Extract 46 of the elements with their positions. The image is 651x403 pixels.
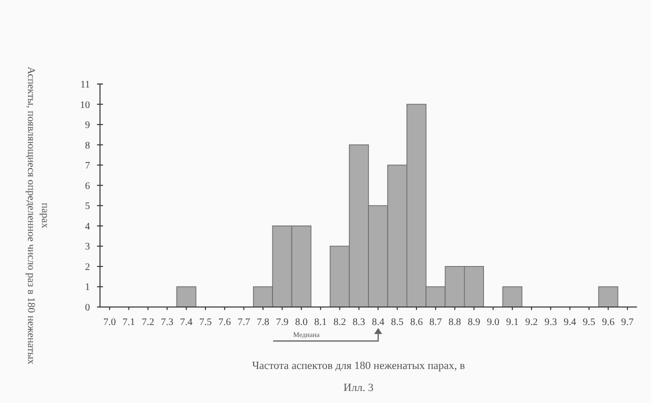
x-tick-label: 9.7	[621, 317, 634, 328]
x-tick-label: 8.0	[295, 317, 308, 328]
x-tick-label: 9.1	[506, 317, 519, 328]
text: Илл. 3	[344, 382, 374, 394]
x-tick-label: 7.2	[142, 317, 154, 328]
x-tick-label: 8.4	[372, 317, 384, 328]
y-tick-label: 10	[80, 100, 90, 111]
x-tick-label: 7.0	[103, 317, 116, 328]
x-tick-label: 8.5	[391, 317, 404, 328]
y-tick-label: 8	[85, 140, 90, 152]
x-tick-label: 9.3	[544, 317, 557, 328]
x-tick-label: 7.4	[180, 317, 193, 328]
x-axis-title: Частота аспектов для 180 неженатых парах, в	[252, 360, 465, 372]
x-tick-label: 9.0	[486, 317, 500, 328]
bar	[176, 286, 196, 308]
y-tick-label: 4	[85, 221, 90, 232]
x-tick-label: 7.8	[256, 317, 270, 328]
x-tick-label: 7.5	[199, 317, 212, 328]
y-tick-label: 9	[85, 120, 90, 132]
x-tick-label: 8.8	[448, 317, 462, 328]
x-tick-label: 7.6	[218, 317, 231, 328]
y-tick-label: 0	[85, 302, 90, 314]
bar	[598, 286, 618, 308]
y-tick-label: 7	[85, 160, 90, 172]
x-tick-label: 9.2	[525, 317, 538, 328]
x-tick-label: 8.9	[468, 317, 480, 328]
y-tick-label: 6	[85, 180, 90, 192]
x-tick-label: 7.3	[160, 317, 174, 328]
y-tick-label: 2	[85, 262, 90, 273]
x-tick-label: 7.9	[276, 317, 288, 328]
y-tick-label: 3	[85, 242, 90, 253]
x-tick-label: 9.6	[602, 317, 614, 328]
x-tick-label: 7.1	[122, 317, 136, 328]
bar	[502, 286, 522, 308]
y-tick-label: 1	[85, 282, 90, 294]
y-tick-label: 5	[85, 201, 90, 212]
x-tick-label: 9.4	[564, 317, 576, 328]
x-tick-label: 7.7	[238, 317, 250, 328]
x-tick-label: 8.3	[352, 317, 366, 328]
x-tick-label: 9.5	[582, 317, 596, 328]
x-tick-label: 8.6	[410, 317, 423, 328]
x-tick-label: 8.2	[333, 317, 346, 328]
y-tick-label: 11	[80, 80, 90, 90]
y-axis-title: Аспекты, появляющиеся определенное число раз в 180 неженатых парах	[25, 66, 50, 366]
x-tick-label: 8.7	[429, 317, 442, 328]
x-tick-label: 8.1	[314, 317, 327, 328]
